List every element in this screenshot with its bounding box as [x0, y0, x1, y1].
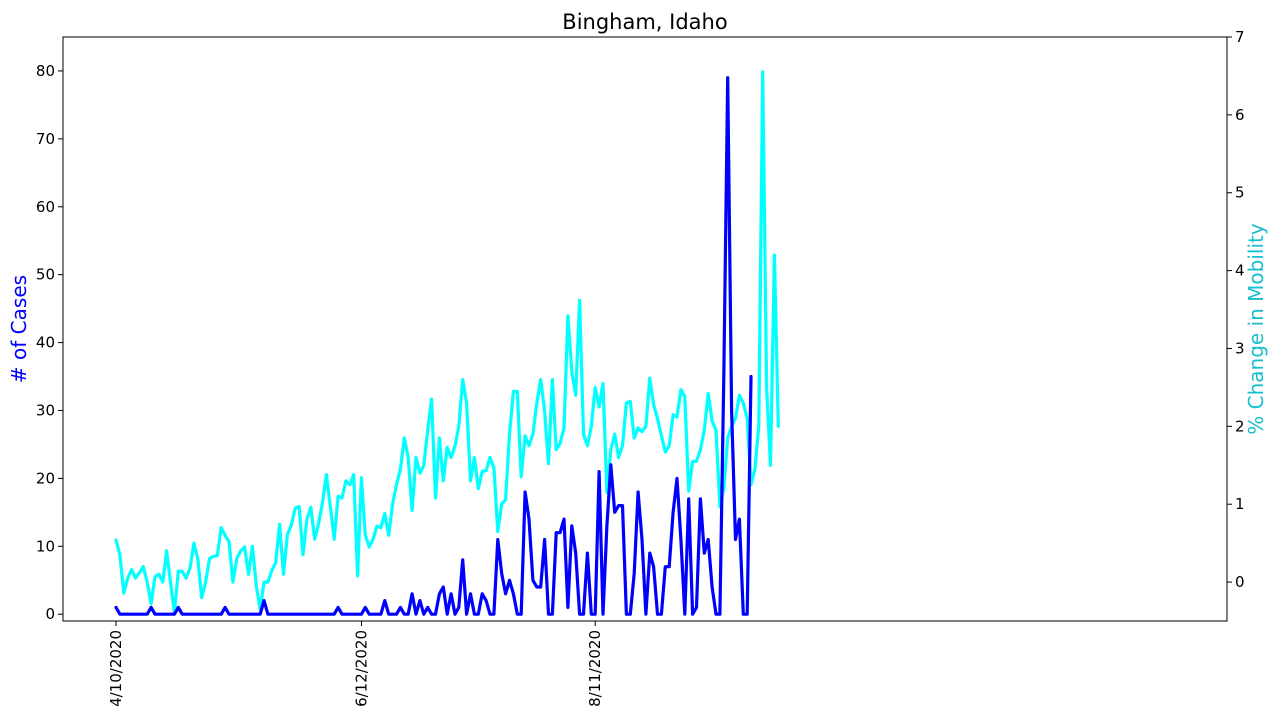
right-tick-label: 5 [1235, 184, 1245, 202]
right-tick-label: 4 [1235, 262, 1245, 280]
right-tick-label: 1 [1235, 495, 1245, 513]
left-tick-label: 40 [36, 334, 55, 352]
left-tick-label: 70 [36, 130, 55, 148]
left-tick-label: 60 [36, 198, 55, 216]
x-tick-label: 4/10/2020 [107, 630, 125, 707]
plot-frame [62, 36, 1228, 622]
left-tick-label: 20 [36, 469, 55, 487]
right-tick-label: 7 [1235, 28, 1245, 46]
right-tick-label: 3 [1235, 339, 1245, 357]
x-axis: 4/10/2020 6/12/2020 8/11/2020 [107, 621, 604, 707]
right-axis: 0 1 2 3 4 5 6 7 [1227, 28, 1245, 591]
right-tick-label: 6 [1235, 106, 1245, 124]
right-tick-label: 0 [1235, 573, 1245, 591]
series-lines [114, 70, 780, 616]
mobility-series-line [114, 70, 780, 615]
left-tick-label: 0 [45, 605, 55, 623]
chart-title: Bingham, Idaho [562, 10, 727, 34]
left-tick-label: 50 [36, 266, 55, 284]
y-axis-right-label: % Change in Mobility [1244, 223, 1268, 435]
left-axis: 0 10 20 30 40 50 60 70 80 [36, 62, 63, 623]
right-tick-label: 2 [1235, 417, 1245, 435]
cases-series-line [114, 76, 753, 616]
x-tick-label: 6/12/2020 [352, 630, 370, 707]
left-tick-label: 30 [36, 401, 55, 419]
left-tick-label: 80 [36, 62, 55, 80]
left-tick-label: 10 [36, 537, 55, 555]
x-tick-label: 8/11/2020 [586, 630, 604, 707]
y-axis-left-label: # of Cases [7, 275, 31, 383]
